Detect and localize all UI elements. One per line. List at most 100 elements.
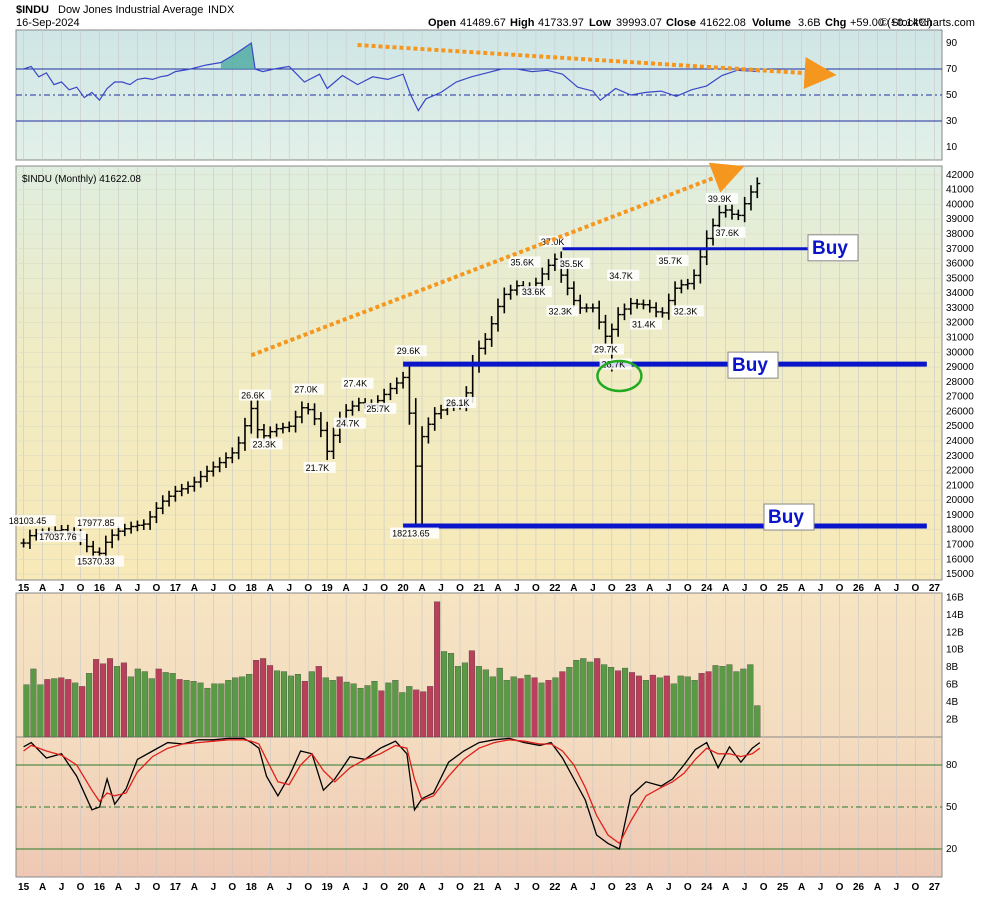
price-y-tick: 40000	[946, 199, 974, 210]
x-tick-label: 15	[18, 583, 30, 594]
price-y-tick: 18000	[946, 525, 974, 536]
volume-bar	[72, 682, 79, 738]
volume-bar	[475, 666, 482, 738]
price-y-tick: 20000	[946, 495, 974, 506]
price-y-tick: 36000	[946, 259, 974, 270]
buy-label: Buy	[732, 355, 768, 376]
price-y-tick: 29000	[946, 362, 974, 373]
stochastic-y-tick: 80	[946, 760, 958, 771]
x-tick-label: 27	[929, 583, 941, 594]
volume-bar	[155, 668, 162, 738]
volume-bar	[559, 671, 566, 738]
price-label-bg	[519, 286, 552, 298]
x-tick-label-bottom: J	[894, 882, 900, 893]
x-tick-label-bottom: O	[532, 882, 540, 893]
volume-bar	[267, 665, 274, 738]
x-tick-label-bottom: A	[343, 882, 350, 893]
price-label: 39.9K	[708, 194, 732, 204]
x-tick-label-bottom: J	[135, 882, 141, 893]
x-tick-label: J	[211, 583, 217, 594]
x-tick-label: 23	[625, 583, 637, 594]
volume-bar	[413, 689, 420, 738]
price-panel-title: $INDU (Monthly) 41622.08	[22, 174, 141, 185]
x-tick-label-bottom: A	[39, 882, 46, 893]
volume-bar	[489, 676, 496, 738]
index-name-text: Dow Jones Industrial Average	[58, 4, 203, 16]
volume-bar	[329, 680, 336, 738]
buy-label: Buy	[812, 238, 848, 259]
x-tick-label-bottom: 18	[246, 882, 258, 893]
x-tick-label: A	[874, 583, 881, 594]
volume-bar	[705, 671, 712, 738]
volume-bar	[169, 673, 176, 738]
volume-bar	[218, 683, 225, 738]
volume-bar	[635, 675, 642, 738]
volume-bar	[239, 676, 246, 738]
copyright-text: © StockCharts.com	[880, 17, 975, 29]
price-label: 31.4K	[632, 320, 656, 330]
volume-bar	[127, 676, 134, 738]
volume-bar	[44, 679, 51, 738]
volume-bar	[754, 705, 761, 738]
symbol-text: $INDU	[16, 4, 49, 16]
volume-bar	[253, 660, 260, 738]
x-tick-label-bottom: J	[286, 882, 292, 893]
volume-bar	[524, 674, 531, 738]
price-y-tick: 30000	[946, 347, 974, 358]
volume-bar	[482, 669, 489, 738]
price-y-tick: 39000	[946, 214, 974, 225]
volume-bar	[287, 675, 294, 738]
x-tick-label-bottom: O	[912, 882, 920, 893]
price-y-tick: 38000	[946, 229, 974, 240]
x-tick-label: J	[362, 583, 368, 594]
volume-bar	[30, 668, 37, 738]
price-y-tick: 25000	[946, 421, 974, 432]
volume-bar	[698, 673, 705, 738]
volume-bar	[622, 667, 629, 738]
x-tick-label-bottom: J	[590, 882, 596, 893]
volume-bar	[587, 661, 594, 738]
price-label-bg	[444, 396, 477, 408]
price-y-tick: 19000	[946, 510, 974, 521]
stochastic-y-tick: 50	[946, 802, 958, 813]
x-tick-label-bottom: 24	[701, 882, 713, 893]
rsi-overbought-area	[220, 43, 256, 69]
volume-bar	[503, 680, 510, 738]
price-label-bg	[508, 256, 541, 268]
x-tick-label-bottom: O	[608, 882, 616, 893]
rsi-trend-arrow	[357, 43, 837, 89]
exchange-text: INDX	[208, 4, 235, 16]
x-tick-label: 25	[777, 583, 789, 594]
x-tick-label-bottom: A	[267, 882, 274, 893]
price-label: 32.3K	[674, 306, 698, 316]
volume-bar	[371, 680, 378, 738]
volume-bar	[628, 672, 636, 738]
volume-layer	[23, 601, 761, 738]
volume-bar	[183, 680, 190, 738]
circle-annotation	[596, 359, 643, 393]
x-tick-label-bottom: A	[798, 882, 805, 893]
x-tick-label-bottom: A	[494, 882, 501, 893]
x-tick-label-bottom: 26	[853, 882, 865, 893]
price-label-bg	[390, 527, 439, 539]
volume-y-tick: 8B	[946, 662, 959, 673]
price-y-tick: 16000	[946, 554, 974, 565]
volume-bar	[106, 658, 114, 738]
x-tick-label-bottom: 20	[398, 882, 410, 893]
volume-bar	[566, 667, 573, 738]
price-label: 35.6K	[511, 258, 535, 268]
volume-bar	[677, 675, 684, 738]
price-label-bg	[629, 318, 662, 330]
x-tick-label: A	[39, 583, 46, 594]
price-label: 28.7K	[602, 360, 626, 370]
price-y-tick: 23000	[946, 451, 974, 462]
volume-bar	[608, 667, 615, 738]
axis-layer: 1515AAJJOO1616AAJJOO1717AAJJOO1818AAJJOO…	[18, 38, 974, 893]
x-tick-label: 24	[701, 583, 713, 594]
price-label: 27.0K	[294, 385, 318, 395]
volume-bar	[615, 670, 622, 738]
price-y-tick: 26000	[946, 406, 974, 417]
price-label-bg	[303, 462, 336, 474]
x-tick-label: O	[456, 583, 464, 594]
